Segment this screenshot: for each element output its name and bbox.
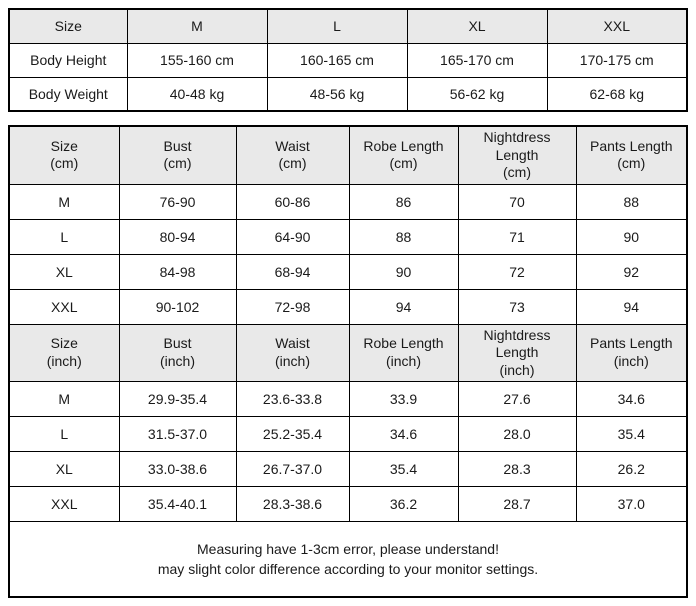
measurement-value: 28.3 xyxy=(457,451,577,487)
column-header-xxl: XXL xyxy=(546,8,688,44)
measurement-value: 88 xyxy=(348,218,459,255)
column-header: Bust (inch) xyxy=(118,323,237,382)
measurement-value: 29.9-35.4 xyxy=(118,381,237,417)
section-header-row-inch: Size (inch) Bust (inch) Waist (inch) Robe L… xyxy=(8,323,688,382)
body-weight-xxl: 62-68 kg xyxy=(546,76,688,112)
body-height-xl: 165-170 cm xyxy=(406,42,548,78)
measurement-value: 60-86 xyxy=(235,183,350,220)
column-header: Waist (cm) xyxy=(235,125,350,185)
measurement-value: 23.6-33.8 xyxy=(235,381,350,417)
column-header-m: M xyxy=(126,8,268,44)
column-header: Waist (inch) xyxy=(235,323,350,382)
measurement-value: 26.2 xyxy=(575,451,688,487)
body-height-m: 155-160 cm xyxy=(126,42,268,78)
measurement-row-inch-xl: XL 33.0-38.6 26.7-37.0 35.4 28.3 26.2 xyxy=(8,451,688,487)
size-label: M xyxy=(8,381,120,417)
measurement-value: 84-98 xyxy=(118,253,237,290)
measurement-row-cm-xl: XL 84-98 68-94 90 72 92 xyxy=(8,253,688,290)
column-header-l: L xyxy=(266,8,408,44)
size-label: M xyxy=(8,183,120,220)
measurement-value: 26.7-37.0 xyxy=(235,451,350,487)
body-weight-m: 40-48 kg xyxy=(126,76,268,112)
row-label: Body Height xyxy=(8,42,128,78)
body-height-xxl: 170-175 cm xyxy=(546,42,688,78)
body-weight-xl: 56-62 kg xyxy=(406,76,548,112)
measurement-value: 31.5-37.0 xyxy=(118,416,237,452)
section-header-row-cm: Size (cm) Bust (cm) Waist (cm) Robe Length … xyxy=(8,125,688,185)
measurement-row-inch-xxl: XXL 35.4-40.1 28.3-38.6 36.2 28.7 37.0 xyxy=(8,486,688,522)
measurement-value: 86 xyxy=(348,183,459,220)
measurement-value: 68-94 xyxy=(235,253,350,290)
row-label: Body Weight xyxy=(8,76,128,112)
measurement-value: 35.4 xyxy=(575,416,688,452)
measurement-value: 28.3-38.6 xyxy=(235,486,350,522)
note-row: Measuring have 1-3cm error, please under… xyxy=(8,521,688,598)
column-header: Bust (cm) xyxy=(118,125,237,185)
measurement-value: 90-102 xyxy=(118,288,237,325)
measurement-value: 80-94 xyxy=(118,218,237,255)
measurement-value: 71 xyxy=(457,218,577,255)
measurement-row-cm-m: M 76-90 60-86 86 70 88 xyxy=(8,183,688,220)
measurement-value: 73 xyxy=(457,288,577,325)
measurement-value: 33.0-38.6 xyxy=(118,451,237,487)
column-header: Pants Length (cm) xyxy=(575,125,688,185)
measurement-value: 27.6 xyxy=(457,381,577,417)
measurement-value: 37.0 xyxy=(575,486,688,522)
measurement-value: 94 xyxy=(575,288,688,325)
measurement-value: 90 xyxy=(575,218,688,255)
size-label: L xyxy=(8,218,120,255)
column-header: Size (cm) xyxy=(8,125,120,185)
column-header: Nightdress Length (inch) xyxy=(457,323,577,382)
body-weight-l: 48-56 kg xyxy=(266,76,408,112)
body-weight-row: Body Weight 40-48 kg 48-56 kg 56-62 kg 6… xyxy=(8,76,688,112)
measurement-value: 88 xyxy=(575,183,688,220)
column-header: Size (inch) xyxy=(8,323,120,382)
column-header-xl: XL xyxy=(406,8,548,44)
column-header: Nightdress Length (cm) xyxy=(457,125,577,185)
measurement-value: 34.6 xyxy=(575,381,688,417)
column-header-size: Size xyxy=(8,8,128,44)
measurement-value: 72 xyxy=(457,253,577,290)
measurement-value: 33.9 xyxy=(348,381,459,417)
measurement-value: 90 xyxy=(348,253,459,290)
column-header: Robe Length (cm) xyxy=(348,125,459,185)
measurement-value: 25.2-35.4 xyxy=(235,416,350,452)
size-guide-table: Size M L XL XXL Body Height 155-160 cm 1… xyxy=(8,8,688,112)
measurements-table: Size (cm) Bust (cm) Waist (cm) Robe Length … xyxy=(8,125,688,598)
footer-note: Measuring have 1-3cm error, please under… xyxy=(8,521,688,598)
measurement-row-inch-m: M 29.9-35.4 23.6-33.8 33.9 27.6 34.6 xyxy=(8,381,688,417)
measurement-value: 72-98 xyxy=(235,288,350,325)
measurement-value: 70 xyxy=(457,183,577,220)
measurement-value: 34.6 xyxy=(348,416,459,452)
body-height-l: 160-165 cm xyxy=(266,42,408,78)
size-label: XL xyxy=(8,253,120,290)
size-label: L xyxy=(8,416,120,452)
size-guide-header-row: Size M L XL XXL xyxy=(8,8,688,44)
measurement-value: 35.4 xyxy=(348,451,459,487)
measurement-value: 92 xyxy=(575,253,688,290)
measurement-value: 28.7 xyxy=(457,486,577,522)
measurement-row-cm-xxl: XXL 90-102 72-98 94 73 94 xyxy=(8,288,688,325)
measurement-row-inch-l: L 31.5-37.0 25.2-35.4 34.6 28.0 35.4 xyxy=(8,416,688,452)
size-guide-table-body: Size M L XL XXL Body Height 155-160 cm 1… xyxy=(8,8,688,112)
measurement-value: 35.4-40.1 xyxy=(118,486,237,522)
measurement-value: 64-90 xyxy=(235,218,350,255)
body-height-row: Body Height 155-160 cm 160-165 cm 165-17… xyxy=(8,42,688,78)
measurement-row-cm-l: L 80-94 64-90 88 71 90 xyxy=(8,218,688,255)
measurement-value: 36.2 xyxy=(348,486,459,522)
size-label: XXL xyxy=(8,288,120,325)
measurements-table-body: Size (cm) Bust (cm) Waist (cm) Robe Length … xyxy=(8,125,688,598)
column-header: Robe Length (inch) xyxy=(348,323,459,382)
column-header: Pants Length (inch) xyxy=(575,323,688,382)
size-label: XXL xyxy=(8,486,120,522)
measurement-value: 94 xyxy=(348,288,459,325)
measurement-value: 76-90 xyxy=(118,183,237,220)
size-label: XL xyxy=(8,451,120,487)
measurement-value: 28.0 xyxy=(457,416,577,452)
